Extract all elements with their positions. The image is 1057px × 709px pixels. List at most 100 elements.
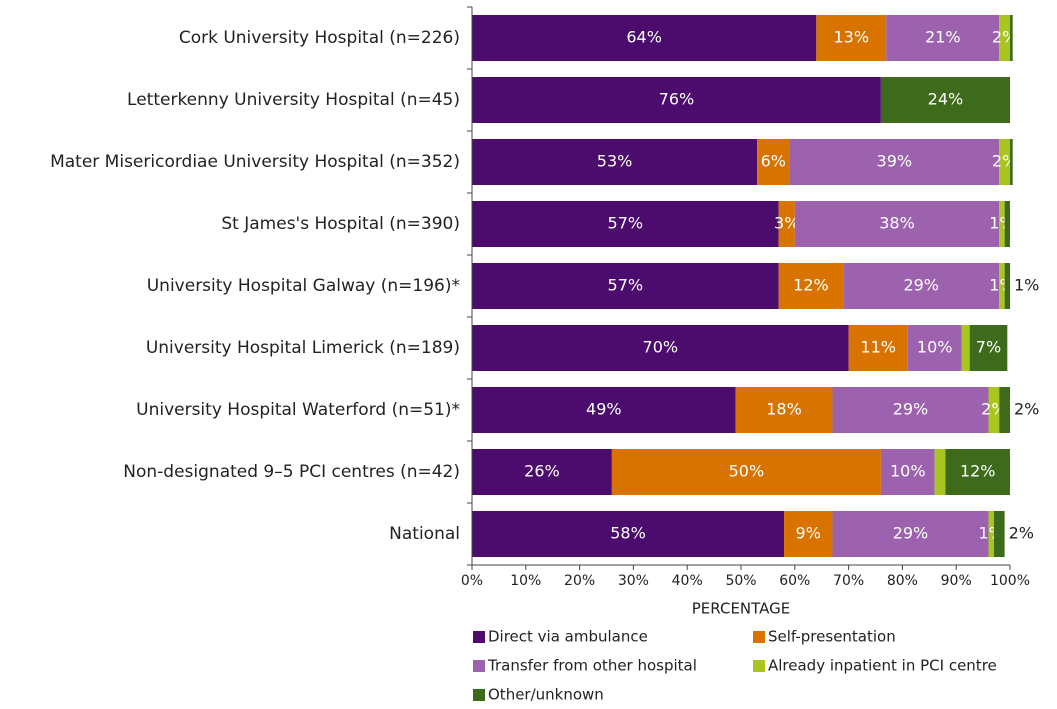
y-tick-label: Non-designated 9–5 PCI centres (n=42) <box>123 462 460 482</box>
bar-segment <box>1004 201 1010 247</box>
legend-label: Direct via ambulance <box>488 628 648 646</box>
x-tick-label: 80% <box>887 573 918 589</box>
y-tick-label: University Hospital Limerick (n=189) <box>146 338 460 358</box>
bar-segment <box>778 263 844 309</box>
bar-segment <box>816 15 887 61</box>
bar-segment <box>832 387 989 433</box>
bar-segment <box>472 325 849 371</box>
data-label: 1% <box>989 214 1014 233</box>
data-label: 9% <box>796 524 821 543</box>
data-label: 50% <box>729 462 765 481</box>
data-label: 29% <box>893 524 929 543</box>
legend-swatch <box>473 660 485 672</box>
x-tick-label: 50% <box>725 573 756 589</box>
data-label: 2% <box>992 28 1017 47</box>
x-axis-label: PERCENTAGE <box>692 600 790 618</box>
data-label: 12% <box>960 462 996 481</box>
x-tick-label: 90% <box>941 573 972 589</box>
x-tick-label: 20% <box>564 573 595 589</box>
legend-swatch <box>473 689 485 701</box>
data-label: 76% <box>659 90 695 109</box>
data-label: 1% <box>989 276 1014 295</box>
bar-segment <box>961 325 970 371</box>
data-label: 7% <box>976 338 1001 357</box>
bar-segment <box>832 511 989 557</box>
data-label: 6% <box>761 152 786 171</box>
data-label: 10% <box>917 338 953 357</box>
data-label: 70% <box>643 338 679 357</box>
bar-segment <box>784 511 833 557</box>
data-label: 57% <box>608 214 644 233</box>
legend-label: Other/unknown <box>488 686 604 704</box>
bar-segment <box>999 15 1010 61</box>
bar-segment <box>472 15 817 61</box>
data-label: 2% <box>1009 524 1034 543</box>
y-tick-label: University Hospital Galway (n=196)* <box>147 276 460 296</box>
x-tick-label: 30% <box>618 573 649 589</box>
x-tick-label: 10% <box>510 573 541 589</box>
data-label: 64% <box>626 28 662 47</box>
y-tick-label: National <box>389 524 460 544</box>
data-label: 58% <box>610 524 646 543</box>
bar-segment <box>789 139 1000 185</box>
bar-segment <box>999 263 1005 309</box>
bar-segment <box>999 201 1005 247</box>
bar-segment <box>999 139 1010 185</box>
data-label: 1% <box>1014 276 1039 295</box>
bar-segment <box>843 263 1000 309</box>
bar-segment <box>472 263 779 309</box>
x-tick-label: 0% <box>461 573 483 589</box>
data-label: 21% <box>925 28 961 47</box>
data-label: 49% <box>586 400 622 419</box>
data-label: 29% <box>903 276 939 295</box>
bar-segment <box>1010 15 1013 61</box>
bar-segment <box>945 449 1010 495</box>
data-label: 3% <box>774 214 799 233</box>
data-label: 13% <box>834 28 870 47</box>
bar-segment <box>735 387 833 433</box>
data-label: 24% <box>928 90 964 109</box>
bar-segment <box>778 201 795 247</box>
y-tick-label: University Hospital Waterford (n=51)* <box>136 400 460 420</box>
bar-segment <box>988 511 994 557</box>
bar-segment <box>988 387 1000 433</box>
data-label: 2% <box>992 152 1017 171</box>
bar-segment <box>848 325 908 371</box>
bar-segment <box>886 15 1000 61</box>
bar-segment <box>993 511 1005 557</box>
legend-label: Already inpatient in PCI centre <box>768 657 997 675</box>
legend-swatch <box>753 660 765 672</box>
legend-label: Self-presentation <box>768 628 896 646</box>
data-label: 53% <box>597 152 633 171</box>
y-tick-label: Letterkenny University Hospital (n=45) <box>127 90 460 110</box>
bar-segment <box>794 201 1000 247</box>
data-label: 18% <box>766 400 802 419</box>
data-label: 11% <box>860 338 896 357</box>
data-label: 10% <box>890 462 926 481</box>
legend-label: Transfer from other hospital <box>487 657 697 675</box>
bar-segment <box>1010 139 1013 185</box>
bar-segment <box>472 139 758 185</box>
bar-segment <box>880 449 935 495</box>
data-label: 26% <box>524 462 560 481</box>
bar-segment <box>472 511 785 557</box>
bar-segment <box>934 449 946 495</box>
data-label: 57% <box>608 276 644 295</box>
y-tick-label: St James's Hospital (n=390) <box>221 214 460 234</box>
x-tick-label: 100% <box>990 573 1030 589</box>
bar-segment <box>472 449 612 495</box>
legend-swatch <box>473 631 485 643</box>
legend-swatch <box>753 631 765 643</box>
x-tick-label: 60% <box>779 573 810 589</box>
y-tick-label: Mater Misericordiae University Hospital … <box>50 152 460 172</box>
bar-segment <box>472 201 779 247</box>
bar-segment <box>1004 263 1010 309</box>
bar-segment <box>880 77 1010 123</box>
data-label: 2% <box>1014 400 1039 419</box>
data-label: 38% <box>879 214 915 233</box>
y-tick-label: Cork University Hospital (n=226) <box>179 28 460 48</box>
bar-segment <box>969 325 1008 371</box>
data-label: 39% <box>877 152 913 171</box>
bar-segment <box>999 387 1010 433</box>
